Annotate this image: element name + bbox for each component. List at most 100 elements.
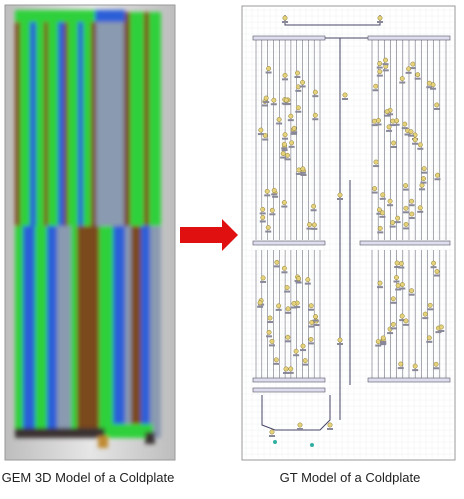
component-label (259, 212, 266, 215)
component-label (266, 335, 273, 338)
component-label (311, 227, 318, 230)
component (419, 182, 425, 188)
component-label (417, 147, 424, 150)
component-label (312, 118, 319, 121)
component-label (386, 129, 393, 132)
gt-schematic (243, 8, 454, 458)
component-label (403, 227, 410, 230)
component-label (375, 344, 382, 347)
component-label (337, 343, 343, 345)
component-label (264, 194, 271, 197)
component-label (435, 331, 442, 334)
component (300, 79, 306, 85)
component-label (422, 317, 429, 320)
component-label (282, 21, 288, 23)
component-label (393, 280, 400, 283)
component-label (342, 98, 348, 100)
component-label (394, 266, 401, 269)
component (377, 225, 383, 231)
component (434, 172, 440, 178)
component-label (280, 156, 287, 159)
stripe (99, 226, 113, 438)
component (296, 167, 302, 173)
component (342, 92, 348, 98)
component-label (407, 134, 414, 137)
component (373, 83, 379, 89)
component-label (307, 342, 314, 345)
manifold (252, 35, 326, 41)
manifold (252, 377, 326, 383)
sensor (273, 440, 277, 444)
component-label (308, 325, 315, 328)
component (337, 192, 343, 198)
component-label (283, 371, 290, 374)
component (372, 118, 377, 124)
component-label (433, 107, 440, 110)
component-label (376, 74, 383, 77)
component-label (409, 67, 416, 70)
component (307, 222, 312, 228)
component-label (260, 280, 267, 283)
component-label (414, 77, 421, 80)
component (276, 303, 282, 309)
stripe (57, 226, 71, 438)
component (390, 118, 396, 124)
component-label (302, 363, 309, 366)
component-label (397, 367, 404, 370)
component-label (312, 319, 319, 322)
component-label (398, 266, 405, 269)
component (426, 80, 432, 86)
component (282, 15, 288, 21)
component (313, 314, 319, 320)
stripe (124, 12, 130, 226)
component (284, 285, 290, 291)
stripe (108, 424, 153, 438)
component-label (421, 171, 428, 174)
component-label (337, 198, 343, 200)
component-label (263, 101, 270, 104)
component (273, 357, 279, 363)
component-label (380, 340, 387, 343)
manifold (359, 240, 451, 246)
component-label (376, 212, 383, 215)
component (421, 166, 427, 172)
stripe (83, 12, 91, 226)
component-label (402, 188, 409, 191)
stripe (15, 10, 95, 22)
manifold (367, 35, 451, 41)
component (288, 366, 294, 372)
component-label (371, 191, 378, 194)
component-label (299, 171, 306, 174)
component (257, 300, 263, 306)
component (412, 137, 418, 143)
component (433, 361, 439, 367)
component (302, 358, 308, 364)
component (281, 200, 287, 205)
component-label (294, 279, 301, 282)
coldplate-3d-render (15, 10, 161, 448)
component-label (269, 213, 276, 216)
component-label (434, 274, 441, 277)
stripe (141, 226, 150, 438)
component (409, 288, 415, 294)
component-label (300, 349, 307, 352)
component-label (267, 321, 274, 324)
component (394, 275, 399, 280)
component-label (390, 301, 397, 304)
stripe (95, 10, 125, 22)
component-label (265, 230, 272, 233)
component (284, 152, 290, 158)
component (426, 335, 432, 341)
component (380, 192, 386, 198)
component (399, 282, 405, 288)
component (258, 127, 264, 133)
component (269, 429, 275, 435)
component (281, 265, 287, 271)
component-label (268, 344, 275, 347)
component-label (276, 122, 283, 125)
component (300, 343, 306, 349)
stripe (71, 226, 77, 438)
stripe (47, 226, 57, 438)
component (422, 311, 428, 317)
component-label (290, 306, 297, 309)
